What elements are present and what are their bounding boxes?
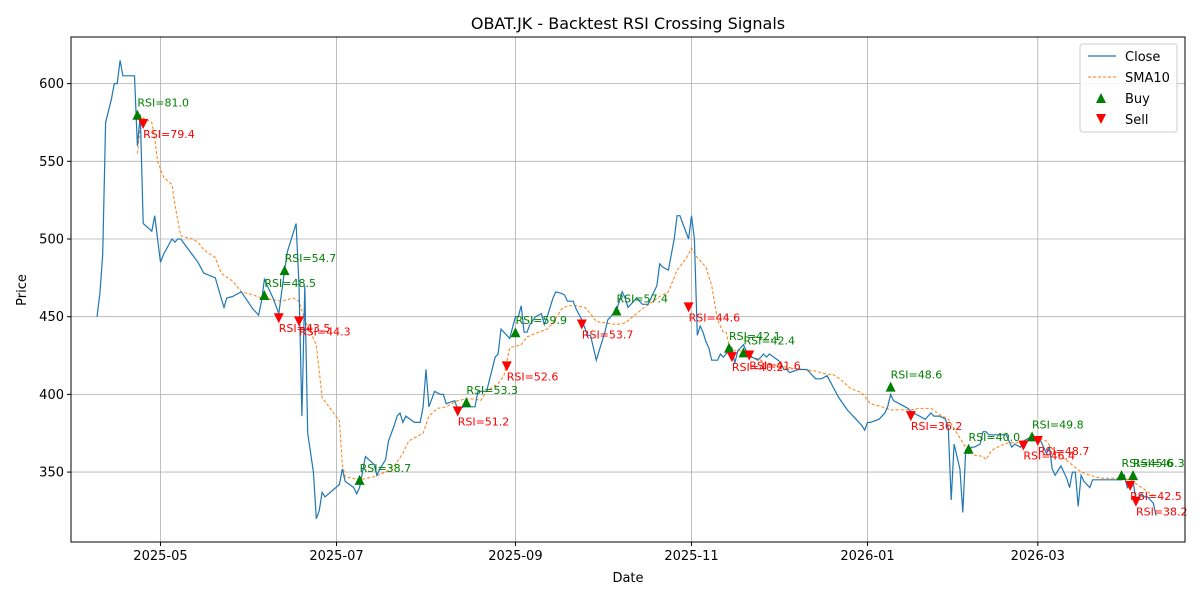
buy-annotation: RSI=45.6 <box>1122 457 1174 470</box>
sell-marker <box>905 411 916 422</box>
buy-annotation: RSI=40.0 <box>969 431 1021 444</box>
buy-marker <box>259 289 270 300</box>
sell-marker <box>683 302 694 313</box>
x-axis-label: Date <box>612 571 643 586</box>
legend-sma-label: SMA10 <box>1125 71 1170 86</box>
y-axis-label: Price <box>15 274 30 306</box>
buy-annotation: RSI=81.0 <box>137 97 189 110</box>
legend-buy-marker <box>1096 93 1106 103</box>
close-line <box>96 60 1157 519</box>
legend-frame <box>1079 43 1178 133</box>
x-tick-label: 2025-11 <box>664 549 718 564</box>
sell-annotation: RSI=46.4 <box>1023 450 1075 463</box>
buy-marker <box>885 381 896 392</box>
buy-marker <box>1128 470 1139 481</box>
buy-annotation: RSI=42.4 <box>743 334 795 347</box>
buy-marker <box>461 397 472 408</box>
buy-annotation: RSI=42.1 <box>729 330 781 343</box>
sell-annotation: RSI=38.2 <box>1136 506 1188 519</box>
y-tick-label: 450 <box>39 310 64 325</box>
y-tick-label: 500 <box>39 233 64 248</box>
buy-annotation: RSI=54.7 <box>285 252 337 265</box>
buy-annotation: RSI=38.7 <box>360 462 412 475</box>
marker-layer <box>132 109 1141 507</box>
legend-close-label: Close <box>1125 50 1160 65</box>
sell-marker <box>744 350 755 361</box>
sell-marker <box>452 406 463 417</box>
sell-marker <box>273 313 284 324</box>
buy-annotation: RSI=57.4 <box>616 292 668 305</box>
sell-annotation: RSI=53.7 <box>582 328 634 341</box>
plot-frame <box>70 36 1186 543</box>
legend-sell-label: Sell <box>1125 113 1148 128</box>
buy-marker <box>354 474 365 485</box>
sell-annotation: RSI=43.5 <box>279 322 331 335</box>
buy-marker <box>963 443 974 454</box>
sell-annotation: RSI=40.2 <box>732 361 784 374</box>
y-tick-label: 550 <box>39 155 64 170</box>
sell-marker <box>501 361 512 372</box>
legend-buy-label: Buy <box>1125 92 1150 107</box>
x-tick-label: 2025-07 <box>309 549 363 564</box>
sell-annotation: RSI=51.2 <box>458 415 510 428</box>
sell-annotation: RSI=79.4 <box>143 128 195 141</box>
buy-marker <box>611 305 622 316</box>
sell-marker <box>726 352 737 363</box>
buy-annotation: RSI=48.5 <box>264 277 316 290</box>
sell-annotation: RSI=36.2 <box>911 420 963 433</box>
legend-sell-marker <box>1096 114 1106 124</box>
buy-marker <box>279 265 290 276</box>
tick-layer: 2025-05 2025-07 2025-09 2025-11 2026-01 2026-… <box>39 77 1065 564</box>
legend: Close SMA10 Buy Sell <box>1079 43 1178 133</box>
y-tick-label: 600 <box>39 77 64 92</box>
sell-marker <box>293 316 304 327</box>
x-tick-label: 2026-03 <box>1011 549 1065 564</box>
sell-marker <box>1125 481 1136 492</box>
sell-annotation: RSI=48.7 <box>1038 445 1090 458</box>
buy-marker <box>132 109 143 120</box>
grid-layer <box>71 37 1185 542</box>
sell-annotation: RSI=41.6 <box>749 360 801 373</box>
buy-marker <box>724 342 735 353</box>
buy-annotation: RSI=46.3 <box>1133 457 1185 470</box>
sell-marker <box>1130 496 1141 507</box>
sell-marker <box>138 119 149 130</box>
x-tick-label: 2025-09 <box>488 549 542 564</box>
buy-annotation: RSI=53.3 <box>466 384 518 397</box>
buy-marker <box>510 327 521 338</box>
chart-title: OBAT.JK - Backtest RSI Crossing Signals <box>471 14 785 33</box>
buy-annotation: RSI=48.6 <box>891 369 943 382</box>
x-tick-label: 2026-01 <box>840 549 894 564</box>
sell-annotation: RSI=52.6 <box>507 370 559 383</box>
annotation-layer: RSI=81.0 RSI=48.5 RSI=54.7 RSI=38.7 RSI=53.3… <box>137 97 1187 519</box>
buy-annotation: RSI=59.9 <box>515 314 567 327</box>
sell-annotation: RSI=44.6 <box>689 311 741 324</box>
sell-marker <box>1032 436 1043 446</box>
close-layer <box>96 60 1157 519</box>
buy-annotation: RSI=49.8 <box>1032 418 1084 431</box>
buy-marker <box>738 347 749 358</box>
sell-annotation: RSI=42.5 <box>1130 490 1182 503</box>
x-tick-label: 2025-05 <box>133 549 187 564</box>
sell-marker <box>576 319 587 330</box>
buy-marker <box>1116 470 1127 481</box>
y-tick-label: 350 <box>39 466 64 481</box>
sell-annotation: RSI=44.3 <box>299 325 351 338</box>
y-tick-label: 400 <box>39 388 64 403</box>
sell-marker <box>1018 440 1029 451</box>
